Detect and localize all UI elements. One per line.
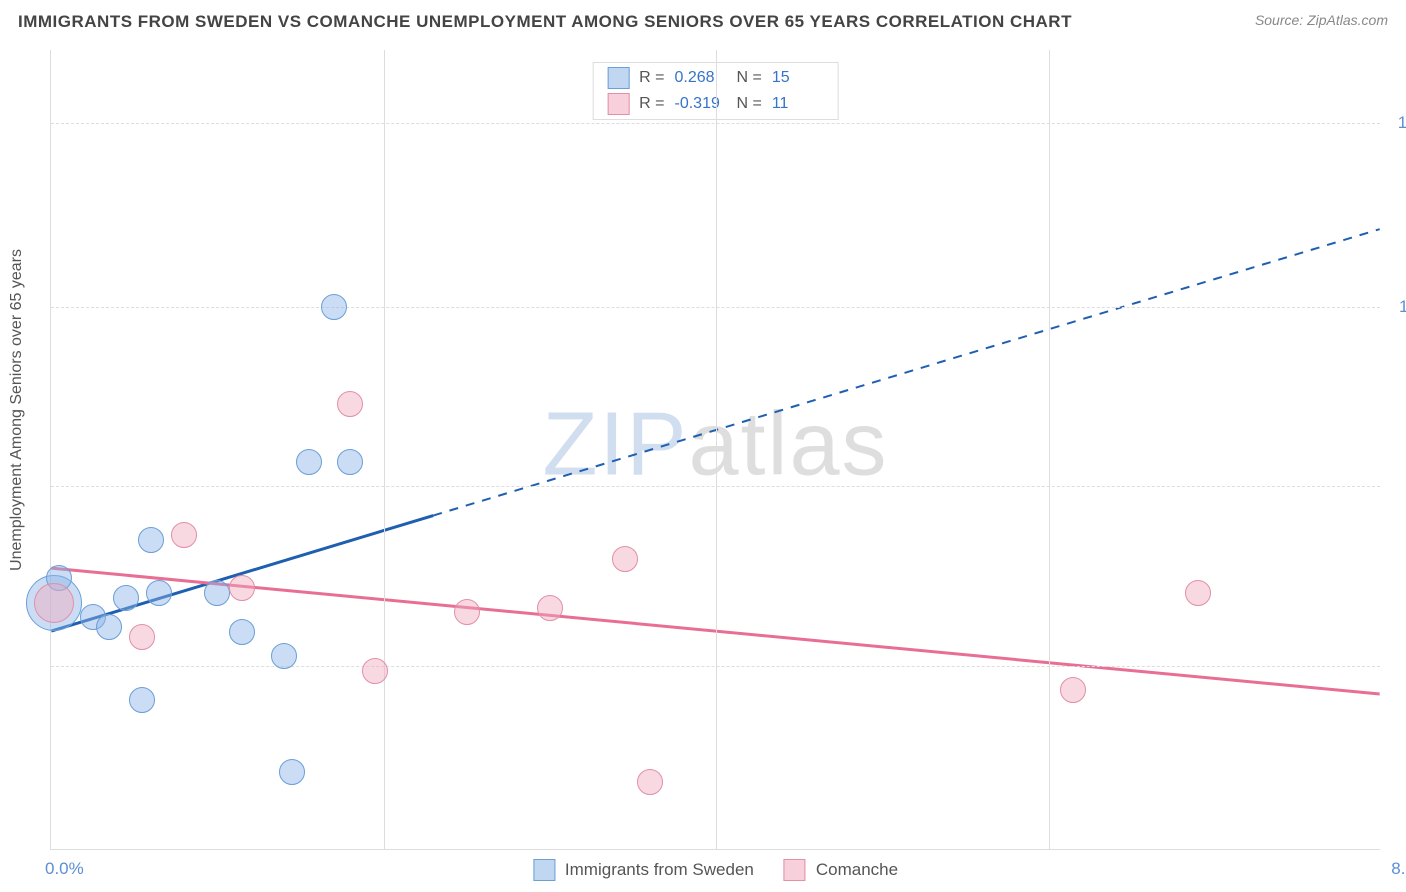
y-tick-label: 11.2% xyxy=(1386,297,1406,317)
data-point xyxy=(362,658,388,684)
legend-label-2: Comanche xyxy=(816,860,898,880)
r-label: R = xyxy=(639,69,664,87)
data-point xyxy=(321,294,347,320)
gridline-v xyxy=(1049,50,1050,849)
data-point xyxy=(337,391,363,417)
swatch-series-1 xyxy=(533,859,555,881)
data-point xyxy=(537,595,563,621)
r-label: R = xyxy=(639,95,664,113)
r-value-2: -0.319 xyxy=(675,95,727,113)
data-point xyxy=(1060,677,1086,703)
data-point xyxy=(1185,580,1211,606)
data-point xyxy=(96,614,122,640)
data-point xyxy=(296,449,322,475)
y-axis-title: Unemployment Among Seniors over 65 years xyxy=(8,249,26,571)
gridline-v xyxy=(716,50,717,849)
data-point xyxy=(113,585,139,611)
data-point xyxy=(271,643,297,669)
n-label: N = xyxy=(737,69,762,87)
series-legend: Immigrants from Sweden Comanche xyxy=(533,859,898,881)
gridline-v xyxy=(384,50,385,849)
legend-item-1: Immigrants from Sweden xyxy=(533,859,754,881)
y-tick-label: 3.8% xyxy=(1386,656,1406,676)
x-tick-label: 0.0% xyxy=(45,859,84,879)
legend-label-1: Immigrants from Sweden xyxy=(565,860,754,880)
y-tick-label: 15.0% xyxy=(1386,113,1406,133)
regression-line-dashed xyxy=(433,229,1379,515)
swatch-series-1 xyxy=(607,67,629,89)
data-point xyxy=(229,619,255,645)
y-tick-label: 7.5% xyxy=(1386,476,1406,496)
data-point xyxy=(337,449,363,475)
swatch-series-2 xyxy=(784,859,806,881)
data-point xyxy=(129,624,155,650)
chart-title: IMMIGRANTS FROM SWEDEN VS COMANCHE UNEMP… xyxy=(18,12,1072,32)
n-label: N = xyxy=(737,95,762,113)
n-value-2: 11 xyxy=(772,95,824,113)
n-value-1: 15 xyxy=(772,69,824,87)
legend-item-2: Comanche xyxy=(784,859,898,881)
data-point xyxy=(171,522,197,548)
data-point xyxy=(637,769,663,795)
data-point xyxy=(454,599,480,625)
source-label: Source: ZipAtlas.com xyxy=(1255,12,1388,28)
data-point xyxy=(279,759,305,785)
data-point xyxy=(229,575,255,601)
data-point xyxy=(204,580,230,606)
data-point xyxy=(138,527,164,553)
r-value-1: 0.268 xyxy=(675,69,727,87)
chart-plot-area: ZIPatlas R = 0.268 N = 15 R = -0.319 N =… xyxy=(50,50,1380,850)
data-point xyxy=(34,583,74,623)
swatch-series-2 xyxy=(607,93,629,115)
x-tick-label: 8.0% xyxy=(1391,859,1406,879)
data-point xyxy=(612,546,638,572)
data-point xyxy=(129,687,155,713)
data-point xyxy=(146,580,172,606)
